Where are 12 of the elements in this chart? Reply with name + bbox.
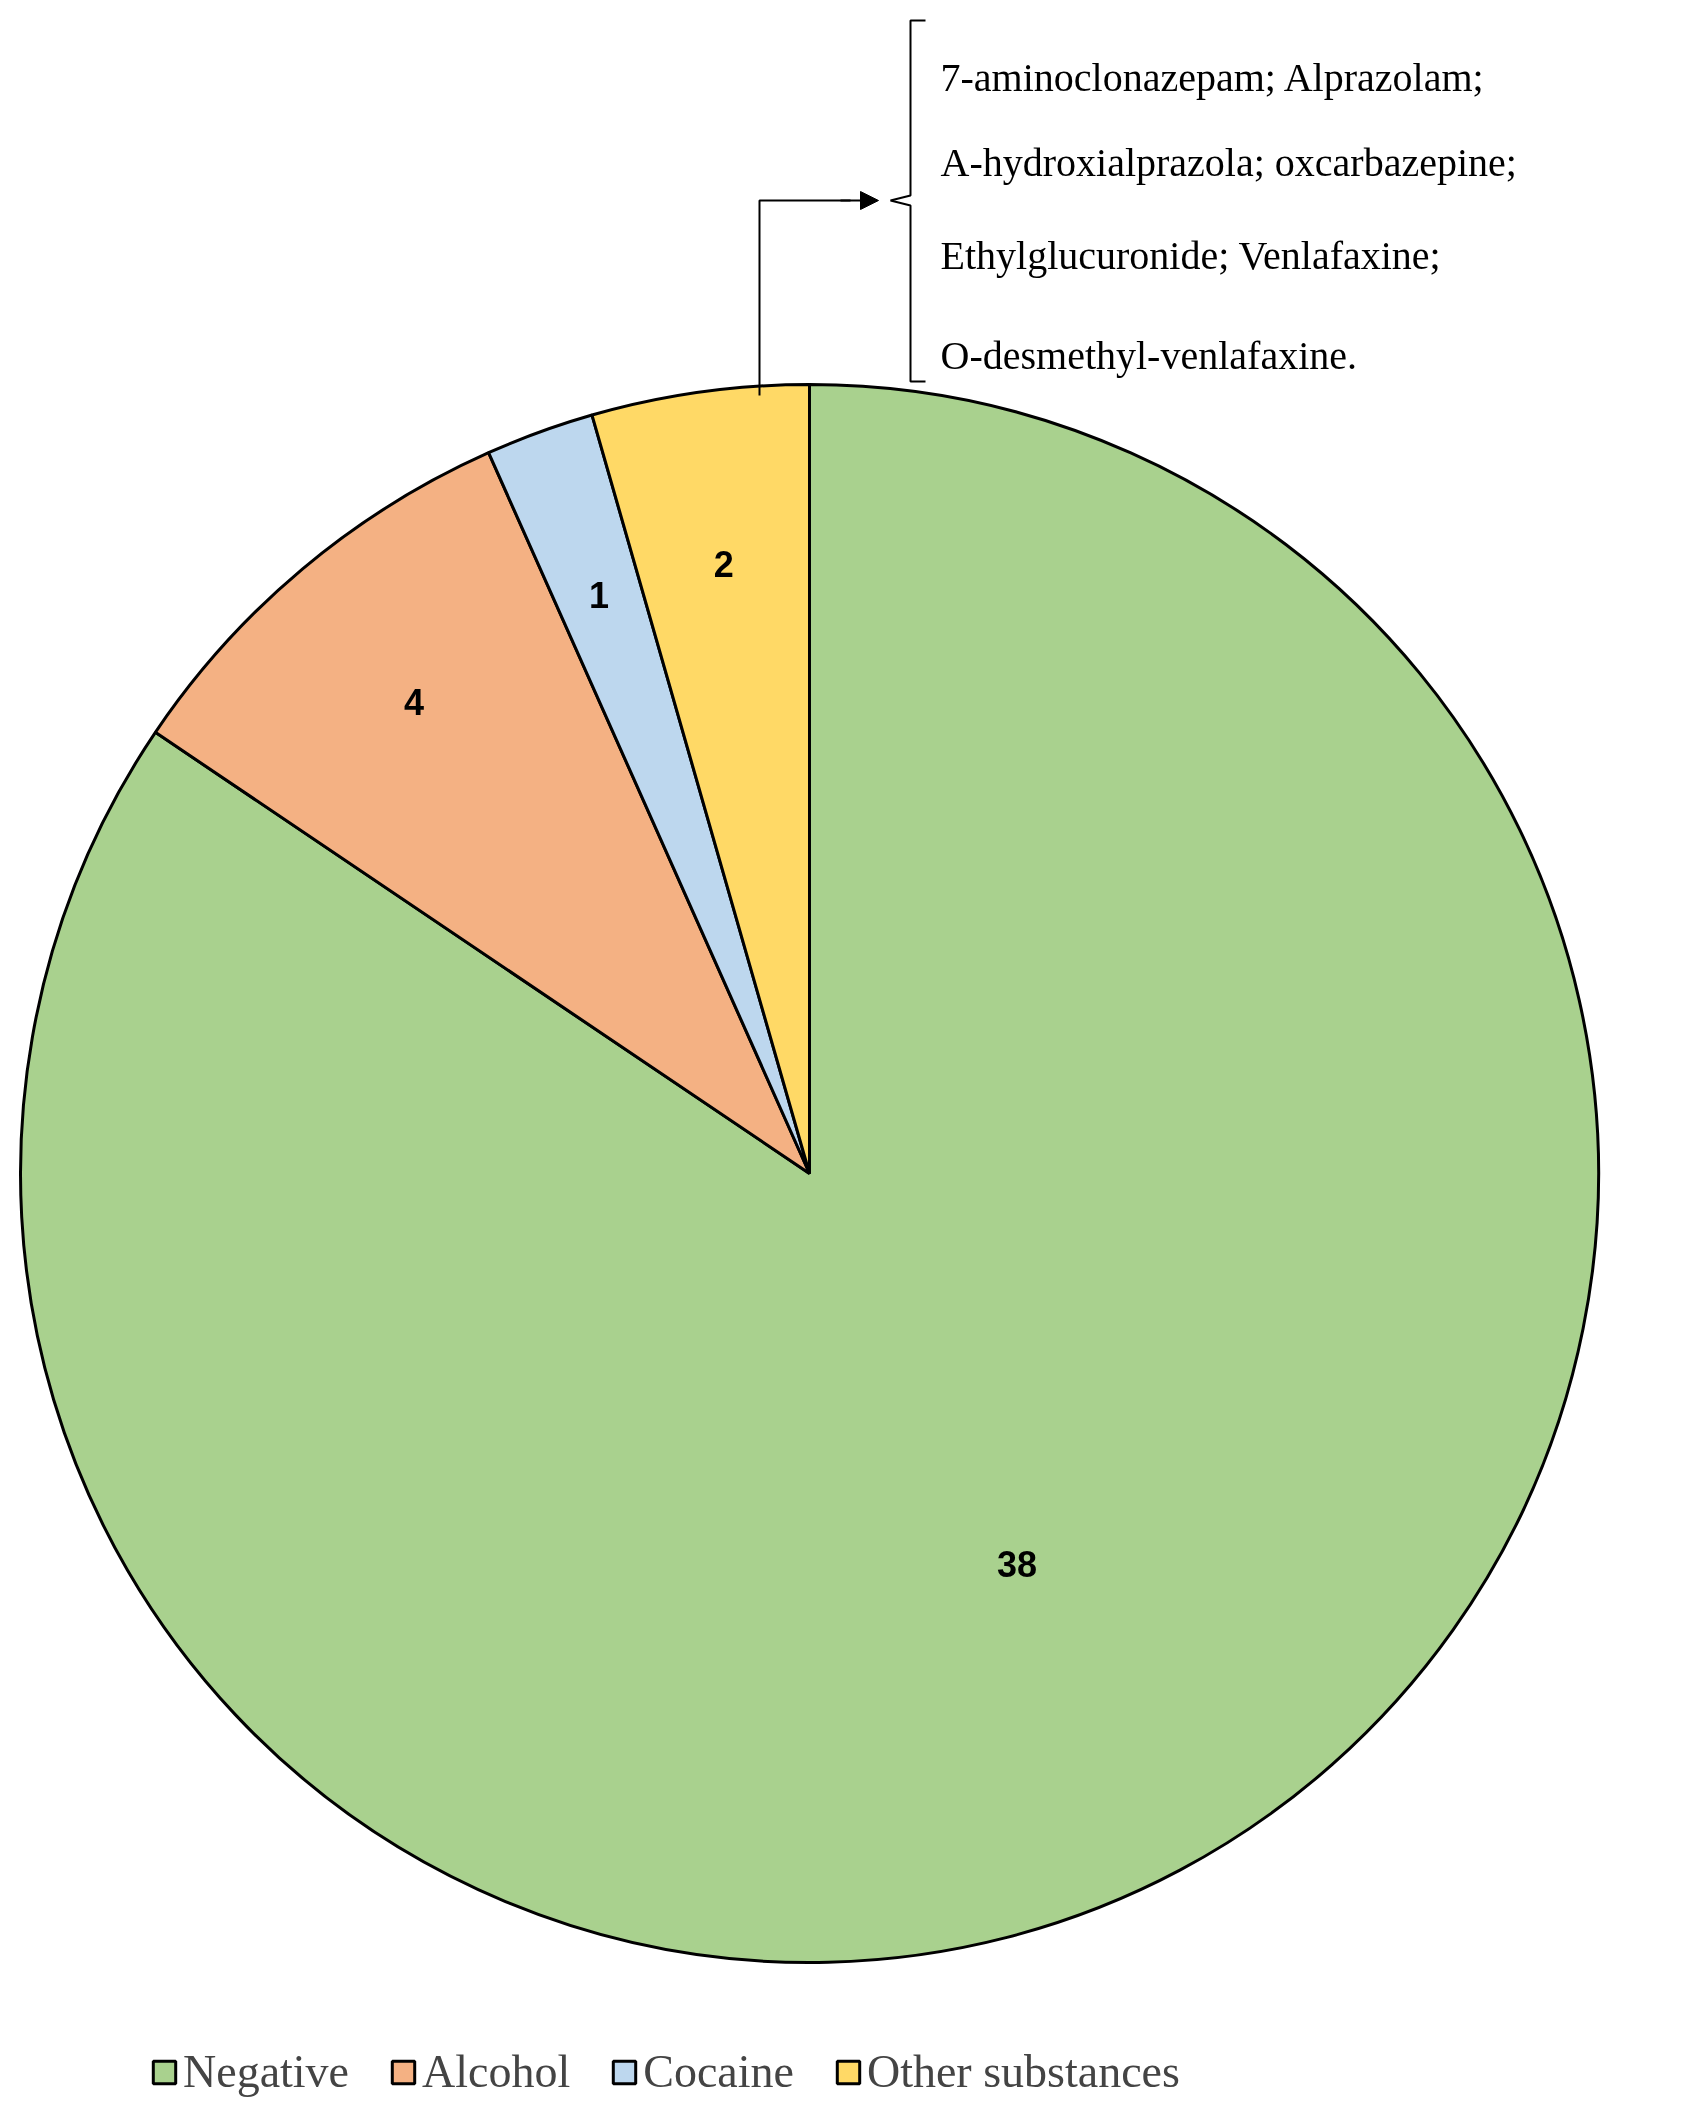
data-label: 38 — [996, 1543, 1037, 1585]
legend-label: Cocaine — [643, 2045, 794, 2098]
text: A-hydroxialprazola; oxcarbazepine; — [940, 140, 1517, 185]
text: Ethylglucuronide; Venlafaxine; — [940, 233, 1441, 278]
data-label: 1 — [589, 575, 610, 617]
legend-label: Negative — [183, 2045, 350, 2098]
data-label: 4 — [403, 682, 424, 724]
legend-label: Alcohol — [422, 2045, 571, 2098]
text: 7-aminoclonazepam; Alprazolam; — [940, 55, 1484, 100]
text: O-desmethyl-venlafaxine. — [940, 333, 1358, 378]
data-label: 2 — [713, 544, 734, 586]
legend-label: Other substances — [866, 2045, 1180, 2098]
